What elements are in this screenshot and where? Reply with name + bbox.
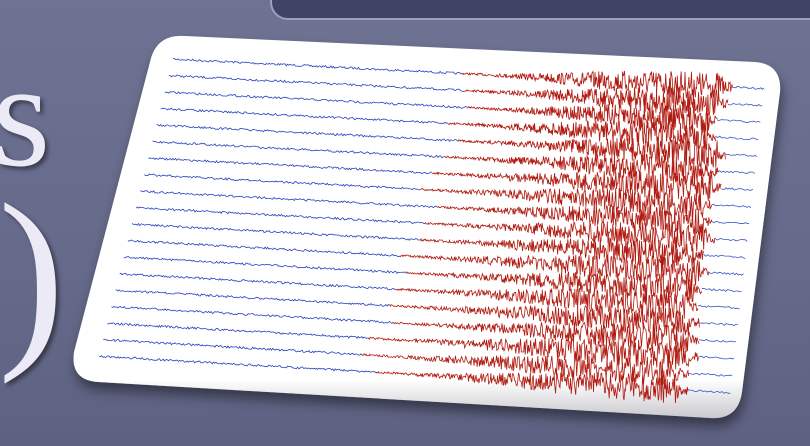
- eeg-card: [0, 0, 810, 446]
- page: {"slide": {"fragments": ["s", ")"]}} htm…: [0, 0, 810, 446]
- slide: s ) (() => { const data = JSON.parse(doc…: [0, 0, 810, 446]
